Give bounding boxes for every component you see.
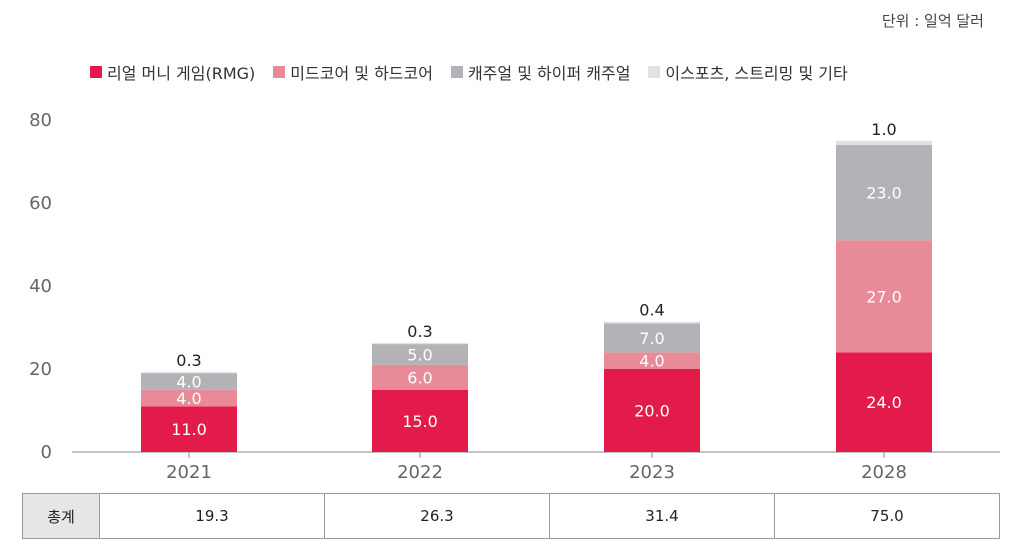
bar-segment-casual <box>604 323 700 353</box>
legend-swatch-midcore <box>273 66 286 78</box>
total-2023: 31.4 <box>549 493 775 539</box>
y-tick-label: 60 <box>29 193 52 214</box>
bar-segment-casual <box>372 344 468 365</box>
data-label-rmg: 24.0 <box>866 393 902 412</box>
bar-segment-midcore <box>141 389 237 407</box>
bar-segment-rmg <box>604 369 700 452</box>
totals-header: 총계 <box>22 493 100 539</box>
data-label-midcore: 6.0 <box>407 368 432 387</box>
bar-segment-midcore <box>836 240 932 353</box>
x-tick-label: 2021 <box>166 462 212 483</box>
bar-segment-esports <box>141 371 237 374</box>
x-tick-label: 2028 <box>861 462 907 483</box>
data-label-rmg: 20.0 <box>634 402 670 421</box>
bar-segment-esports <box>836 140 932 145</box>
unit-label: 단위 : 일억 달러 <box>881 12 984 30</box>
legend-item-casual: 캐주얼 및 하이퍼 캐주얼 <box>450 60 631 84</box>
data-label-rmg: 11.0 <box>171 420 207 439</box>
data-label-midcore: 4.0 <box>639 352 664 371</box>
legend-label-midcore: 미드코어 및 하드코어 <box>290 64 433 83</box>
data-label-esports: 0.3 <box>407 322 432 341</box>
bar-segment-rmg <box>141 406 237 452</box>
legend-swatch-esports <box>648 66 661 78</box>
total-2021: 19.3 <box>99 493 325 539</box>
total-2022: 26.3 <box>324 493 550 539</box>
legend: 리얼 머니 게임(RMG) 미드코어 및 하드코어 캐주얼 및 하이퍼 캐주얼 … <box>90 60 848 84</box>
data-label-midcore: 4.0 <box>176 389 201 408</box>
bar-segment-rmg <box>372 389 468 452</box>
legend-label-rmg: 리얼 머니 게임(RMG) <box>107 64 256 83</box>
data-label-esports: 0.3 <box>176 351 201 370</box>
data-label-casual: 23.0 <box>866 184 902 203</box>
totals-table: 총계 19.3 26.3 31.4 75.0 <box>22 493 1000 539</box>
bar-segment-casual <box>836 144 932 241</box>
bar-segment-esports <box>372 342 468 345</box>
data-label-casual: 5.0 <box>407 345 432 364</box>
x-tick-label: 2023 <box>629 462 675 483</box>
bar-segment-casual <box>141 373 237 390</box>
y-tick-label: 80 <box>29 110 52 131</box>
y-tick-label: 0 <box>41 442 52 463</box>
y-tick-label: 40 <box>29 276 52 297</box>
legend-label-casual: 캐주얼 및 하이퍼 캐주얼 <box>467 64 631 83</box>
data-label-esports: 1.0 <box>871 120 896 139</box>
bar-segment-midcore <box>372 364 468 390</box>
legend-item-esports: 이스포츠, 스트리밍 및 기타 <box>648 60 848 84</box>
legend-swatch-casual <box>450 66 463 78</box>
legend-item-midcore: 미드코어 및 하드코어 <box>273 60 433 84</box>
data-label-casual: 7.0 <box>639 329 664 348</box>
bar-segment-rmg <box>836 352 932 452</box>
legend-label-esports: 이스포츠, 스트리밍 및 기타 <box>665 64 848 83</box>
x-tick-label: 2022 <box>397 462 443 483</box>
legend-swatch-rmg <box>90 66 102 78</box>
totals-row: 총계 19.3 26.3 31.4 75.0 <box>22 493 1000 539</box>
bar-segment-midcore <box>604 352 700 369</box>
data-label-midcore: 27.0 <box>866 287 902 306</box>
data-label-casual: 4.0 <box>176 372 201 391</box>
data-label-rmg: 15.0 <box>402 412 438 431</box>
y-tick-label: 20 <box>29 359 52 380</box>
total-2028: 75.0 <box>774 493 1000 539</box>
data-label-esports: 0.4 <box>639 301 664 320</box>
bar-segment-esports <box>604 321 700 324</box>
legend-item-rmg: 리얼 머니 게임(RMG) <box>90 60 255 84</box>
